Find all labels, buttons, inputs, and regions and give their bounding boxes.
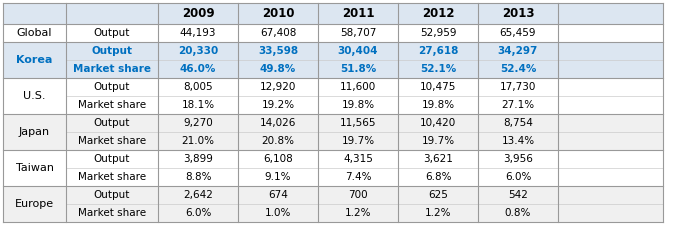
Text: 6.8%: 6.8% <box>424 172 452 182</box>
Text: 10,475: 10,475 <box>420 82 456 92</box>
Text: 2011: 2011 <box>342 7 374 20</box>
Text: 19.7%: 19.7% <box>341 136 374 146</box>
Text: 13.4%: 13.4% <box>502 136 535 146</box>
Text: 11,600: 11,600 <box>340 82 376 92</box>
Text: 10,420: 10,420 <box>420 118 456 128</box>
Text: 27,618: 27,618 <box>418 46 458 56</box>
Text: Output: Output <box>94 28 130 38</box>
Text: 6,108: 6,108 <box>263 154 293 164</box>
Text: Output: Output <box>94 154 130 164</box>
Text: Market share: Market share <box>78 172 146 182</box>
Text: 1.2%: 1.2% <box>345 208 371 218</box>
Text: 19.8%: 19.8% <box>341 100 374 110</box>
Text: 49.8%: 49.8% <box>260 64 296 74</box>
Bar <box>3 114 663 150</box>
Text: 8,754: 8,754 <box>503 118 533 128</box>
Text: Global: Global <box>17 28 52 38</box>
Text: 52,959: 52,959 <box>420 28 456 38</box>
Text: 14,026: 14,026 <box>260 118 297 128</box>
Text: 27.1%: 27.1% <box>502 100 535 110</box>
Text: 20,330: 20,330 <box>178 46 218 56</box>
Text: 58,707: 58,707 <box>340 28 376 38</box>
Text: Japan: Japan <box>19 127 50 137</box>
Text: 44,193: 44,193 <box>180 28 216 38</box>
Text: 3,956: 3,956 <box>503 154 533 164</box>
Text: 2,642: 2,642 <box>183 190 213 200</box>
Text: 674: 674 <box>268 190 288 200</box>
Bar <box>3 186 663 222</box>
Text: 625: 625 <box>428 190 448 200</box>
Text: 46.0%: 46.0% <box>180 64 216 74</box>
Text: 2010: 2010 <box>262 7 294 20</box>
Text: 52.4%: 52.4% <box>500 64 536 74</box>
Text: 12,920: 12,920 <box>260 82 297 92</box>
Text: 2012: 2012 <box>422 7 454 20</box>
Text: 1.0%: 1.0% <box>265 208 291 218</box>
Text: Output: Output <box>91 46 133 56</box>
Text: U.S.: U.S. <box>23 91 46 101</box>
Text: 19.8%: 19.8% <box>422 100 454 110</box>
Text: 2013: 2013 <box>502 7 534 20</box>
Text: Output: Output <box>94 190 130 200</box>
Text: 21.0%: 21.0% <box>181 136 215 146</box>
Text: 51.8%: 51.8% <box>340 64 376 74</box>
Text: 7.4%: 7.4% <box>345 172 371 182</box>
Bar <box>3 3 663 24</box>
Text: 8,005: 8,005 <box>183 82 213 92</box>
Text: 8.8%: 8.8% <box>185 172 211 182</box>
Text: 20.8%: 20.8% <box>261 136 294 146</box>
Text: Market share: Market share <box>78 208 146 218</box>
Text: 700: 700 <box>348 190 368 200</box>
Text: 11,565: 11,565 <box>340 118 376 128</box>
Text: Market share: Market share <box>73 64 151 74</box>
Text: 67,408: 67,408 <box>260 28 297 38</box>
Text: Market share: Market share <box>78 100 146 110</box>
Text: 34,297: 34,297 <box>498 46 538 56</box>
Text: 9.1%: 9.1% <box>265 172 291 182</box>
Text: 2009: 2009 <box>181 7 215 20</box>
Bar <box>3 78 663 114</box>
Text: 6.0%: 6.0% <box>185 208 211 218</box>
Text: 52.1%: 52.1% <box>420 64 456 74</box>
Text: Market share: Market share <box>78 136 146 146</box>
Text: 65,459: 65,459 <box>500 28 536 38</box>
Text: Output: Output <box>94 118 130 128</box>
Text: 9,270: 9,270 <box>183 118 213 128</box>
Text: Output: Output <box>94 82 130 92</box>
Text: 4,315: 4,315 <box>343 154 373 164</box>
Bar <box>3 150 663 186</box>
Text: 542: 542 <box>508 190 528 200</box>
Text: 3,899: 3,899 <box>183 154 213 164</box>
Bar <box>3 42 663 78</box>
Text: Taiwan: Taiwan <box>16 163 53 173</box>
Text: 18.1%: 18.1% <box>181 100 215 110</box>
Text: 30,404: 30,404 <box>338 46 378 56</box>
Text: 17,730: 17,730 <box>500 82 536 92</box>
Text: 6.0%: 6.0% <box>505 172 531 182</box>
Text: 0.8%: 0.8% <box>505 208 531 218</box>
Text: Europe: Europe <box>15 199 54 209</box>
Text: 19.7%: 19.7% <box>422 136 454 146</box>
Text: Korea: Korea <box>16 55 53 65</box>
Text: 33,598: 33,598 <box>258 46 298 56</box>
Text: 1.2%: 1.2% <box>424 208 452 218</box>
Bar <box>3 24 663 42</box>
Text: 3,621: 3,621 <box>423 154 453 164</box>
Text: 19.2%: 19.2% <box>261 100 294 110</box>
